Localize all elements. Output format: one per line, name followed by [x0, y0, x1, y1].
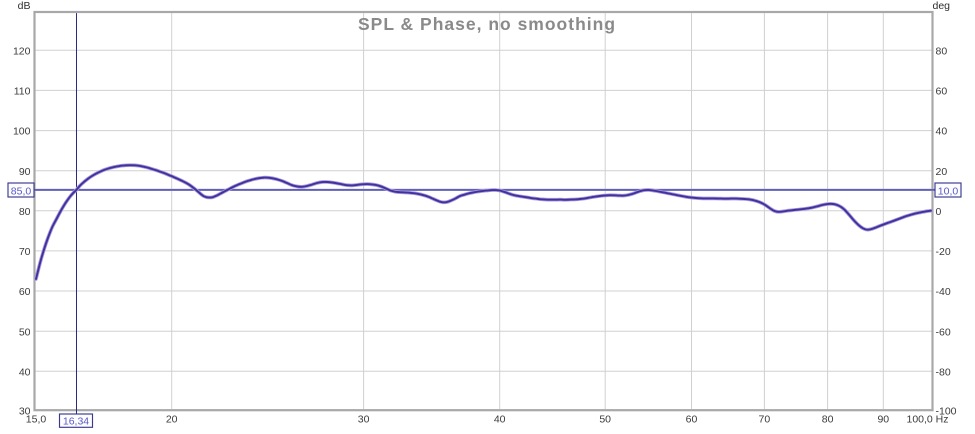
svg-text:30: 30	[358, 414, 370, 426]
svg-text:60: 60	[19, 286, 31, 298]
svg-text:90: 90	[19, 166, 31, 178]
svg-text:80: 80	[822, 414, 834, 426]
svg-text:70: 70	[19, 246, 31, 258]
svg-text:-100: -100	[936, 405, 957, 417]
svg-text:110: 110	[14, 86, 31, 98]
svg-text:100,0 Hz: 100,0 Hz	[906, 414, 948, 426]
svg-text:SPL & Phase, no smoothing: SPL & Phase, no smoothing	[358, 14, 616, 34]
svg-text:30: 30	[19, 406, 31, 418]
svg-text:-60: -60	[936, 326, 951, 338]
svg-text:60: 60	[686, 414, 698, 426]
svg-text:80: 80	[19, 206, 31, 218]
svg-text:80: 80	[936, 45, 948, 57]
svg-text:60: 60	[936, 86, 948, 98]
svg-text:deg: deg	[933, 0, 951, 12]
svg-text:50: 50	[599, 414, 611, 426]
svg-text:15,0: 15,0	[26, 414, 47, 426]
svg-text:90: 90	[877, 414, 889, 426]
svg-text:-80: -80	[936, 366, 951, 378]
svg-text:70: 70	[759, 414, 771, 426]
svg-text:20: 20	[166, 414, 178, 426]
svg-text:dB: dB	[18, 0, 31, 12]
svg-text:-40: -40	[936, 286, 951, 298]
svg-text:20: 20	[936, 166, 948, 178]
svg-text:120: 120	[13, 45, 31, 57]
svg-text:10,0: 10,0	[938, 185, 959, 197]
svg-text:16,34: 16,34	[63, 416, 89, 428]
svg-text:-20: -20	[936, 246, 951, 258]
svg-text:85,0: 85,0	[11, 185, 32, 197]
svg-text:40: 40	[494, 414, 506, 426]
svg-text:50: 50	[19, 326, 31, 338]
svg-text:40: 40	[936, 126, 948, 138]
svg-text:0: 0	[936, 206, 942, 218]
svg-text:100: 100	[13, 126, 31, 138]
svg-text:40: 40	[19, 366, 31, 378]
